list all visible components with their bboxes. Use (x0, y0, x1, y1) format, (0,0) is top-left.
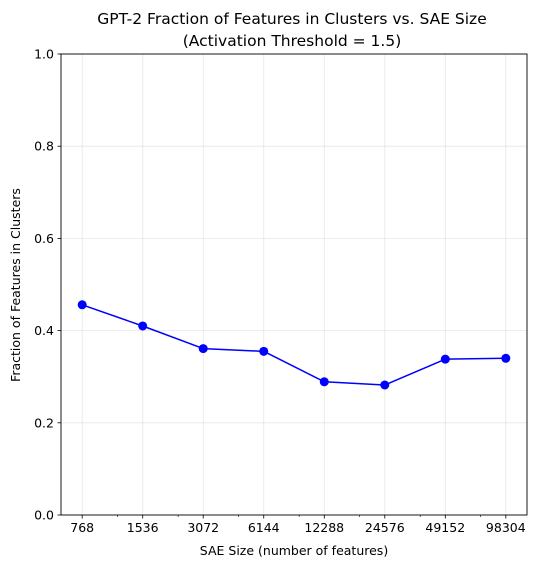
x-tick-label: 6144 (248, 520, 280, 535)
data-point (501, 353, 511, 363)
data-series (77, 300, 511, 390)
x-tick-label: 1536 (127, 520, 159, 535)
data-point (138, 321, 148, 331)
y-axis-label: Fraction of Features in Clusters (8, 188, 23, 382)
x-tick-label: 12288 (304, 520, 344, 535)
data-point (259, 346, 269, 356)
x-tick-label: 3072 (187, 520, 219, 535)
x-tick-label: 98304 (486, 520, 526, 535)
series-line (81, 304, 506, 386)
axis-ticks: 768 1536 3072 6144 12288 24576 49152 98304 0.0 0.… (34, 47, 526, 536)
data-point (440, 354, 450, 364)
y-tick-label: 0.2 (34, 415, 54, 430)
data-point (77, 300, 87, 310)
x-tick-label: 24576 (365, 520, 405, 535)
data-point (319, 377, 329, 387)
y-tick-label: 0.8 (34, 139, 54, 154)
chart-title-line-2: (Activation Threshold = 1.5) (183, 32, 402, 50)
y-tick-label: 1.0 (34, 47, 54, 62)
data-point (380, 380, 390, 390)
y-tick-label: 0.4 (34, 323, 54, 338)
data-point (198, 344, 208, 354)
y-tick-label: 0.0 (34, 508, 54, 523)
plot-frame (60, 53, 528, 516)
y-tick-label: 0.6 (34, 231, 54, 246)
chart-title-line-1: GPT-2 Fraction of Features in Clusters v… (97, 10, 486, 28)
x-axis-label: SAE Size (number of features) (200, 543, 388, 558)
grid-lines (61, 53, 527, 516)
x-tick-label: 49152 (425, 520, 465, 535)
x-tick-label: 768 (70, 520, 94, 535)
